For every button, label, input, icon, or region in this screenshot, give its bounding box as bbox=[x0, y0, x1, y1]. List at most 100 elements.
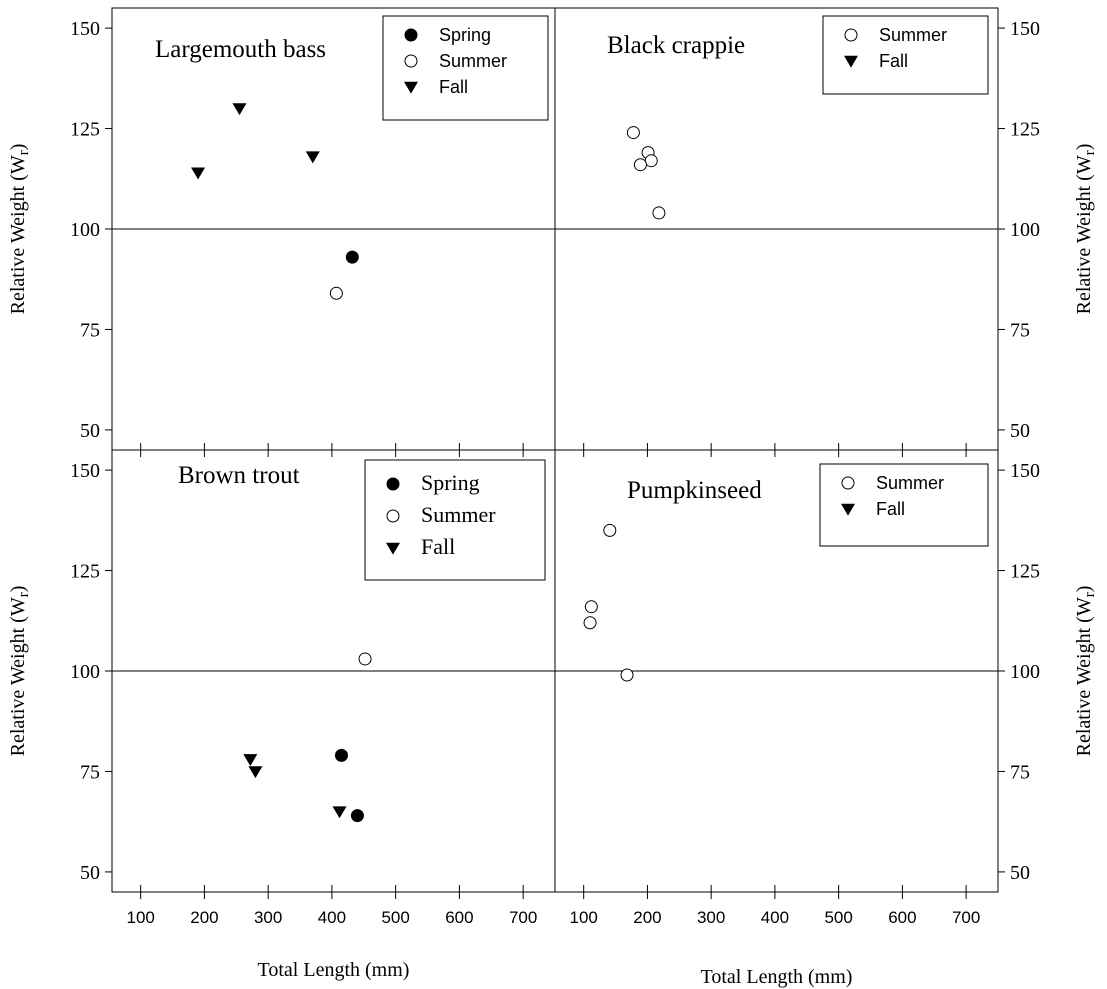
legend-marker-fall bbox=[844, 55, 858, 68]
legend-marker-summer bbox=[404, 54, 418, 68]
y-axis-label-main: Relative Weight (W bbox=[1073, 155, 1095, 314]
y-tick-label: 150 bbox=[1010, 18, 1040, 40]
legend: Spring Summer Fall bbox=[364, 459, 546, 581]
y-tick-label: 50 bbox=[1010, 862, 1030, 884]
x-axis-label: Total Length (mm) bbox=[701, 966, 853, 988]
y-axis-label-subscript: r bbox=[1082, 150, 1098, 155]
x-tick-label: 100 bbox=[569, 908, 597, 927]
panel-title: Largemouth bass bbox=[155, 36, 326, 63]
panel-bottom-left: 50 75 100 125 150 100 200 300 400 500 600 700 Total … bbox=[7, 449, 556, 981]
legend: Summer Fall bbox=[822, 15, 989, 95]
data-point-fall bbox=[332, 806, 347, 819]
legend-marker-summer bbox=[844, 28, 858, 42]
y-tick-label: 150 bbox=[70, 460, 100, 482]
y-axis-label-subscript: r bbox=[16, 592, 32, 597]
x-tick-label: 700 bbox=[509, 908, 537, 927]
legend-marker-summer bbox=[841, 476, 855, 490]
legend-label-summer: Summer bbox=[876, 473, 944, 493]
data-point-spring bbox=[350, 809, 364, 823]
y-axis-label: Relative Weight (Wr) bbox=[7, 586, 32, 757]
x-tick-label: 500 bbox=[824, 908, 852, 927]
data-point-summer bbox=[603, 523, 617, 537]
data-point-summer bbox=[652, 206, 666, 220]
y-axis-label-close: ) bbox=[7, 144, 29, 151]
y-axis-label: Relative Weight (Wr) bbox=[1073, 586, 1098, 757]
legend-label-summer: Summer bbox=[439, 51, 507, 71]
legend-marker-summer bbox=[386, 509, 400, 523]
y-tick-label: 100 bbox=[70, 219, 100, 241]
legend-label-spring: Spring bbox=[439, 25, 491, 45]
y-tick-label: 100 bbox=[70, 661, 100, 683]
x-tick-label: 200 bbox=[190, 908, 218, 927]
y-tick-label: 75 bbox=[1010, 761, 1030, 783]
x-tick-label: 500 bbox=[381, 908, 409, 927]
panel-title: Brown trout bbox=[178, 462, 300, 489]
legend-label-fall: Fall bbox=[439, 77, 468, 97]
y-axis-label-main: Relative Weight (W bbox=[1073, 597, 1095, 756]
panel-top-right: 50 75 100 125 150 Relative Weight (Wr) Black c… bbox=[554, 7, 1098, 457]
x-tick-label: 400 bbox=[761, 908, 789, 927]
data-point-summer bbox=[329, 286, 343, 300]
y-tick-label: 50 bbox=[1010, 420, 1030, 442]
data-point-summer bbox=[626, 126, 640, 140]
legend-label-fall: Fall bbox=[876, 499, 905, 519]
x-tick-label: 700 bbox=[952, 908, 980, 927]
y-tick-label: 125 bbox=[70, 561, 100, 583]
x-tick-label: 300 bbox=[254, 908, 282, 927]
x-tick-label: 600 bbox=[445, 908, 473, 927]
y-tick-label: 125 bbox=[1010, 561, 1040, 583]
data-point-fall bbox=[305, 151, 320, 164]
x-tick-label: 300 bbox=[697, 908, 725, 927]
y-tick-label: 100 bbox=[1010, 661, 1040, 683]
panel-title: Pumpkinseed bbox=[627, 477, 762, 504]
y-axis-label-main: Relative Weight (W bbox=[7, 155, 29, 314]
data-point-summer bbox=[583, 616, 597, 630]
y-axis-label: Relative Weight (Wr) bbox=[1073, 144, 1098, 315]
panel-top-left: 50 75 100 125 150 Relative Weight (Wr) Largemo… bbox=[7, 7, 556, 457]
data-point-summer bbox=[620, 668, 634, 682]
x-tick-label: 600 bbox=[888, 908, 916, 927]
data-point-fall bbox=[248, 766, 263, 779]
y-axis-label-subscript: r bbox=[1082, 592, 1098, 597]
x-axis-label: Total Length (mm) bbox=[258, 959, 410, 981]
panel-title: Black crappie bbox=[607, 32, 745, 59]
legend-label-spring: Spring bbox=[421, 470, 480, 495]
y-tick-label: 50 bbox=[80, 420, 100, 442]
x-tick-label: 200 bbox=[633, 908, 661, 927]
data-point-summer bbox=[644, 154, 658, 168]
panel-bottom-right: 50 75 100 125 150 100 200 300 400 500 600 700 Total … bbox=[554, 449, 1098, 988]
legend-marker-fall bbox=[841, 503, 855, 516]
y-tick-label: 50 bbox=[80, 862, 100, 884]
y-tick-label: 75 bbox=[80, 319, 100, 341]
y-tick-label: 150 bbox=[1010, 460, 1040, 482]
x-tick-label: 100 bbox=[126, 908, 154, 927]
y-axis-label-subscript: r bbox=[16, 150, 32, 155]
y-tick-label: 100 bbox=[1010, 219, 1040, 241]
y-tick-label: 150 bbox=[70, 18, 100, 40]
y-axis-label-close: ) bbox=[7, 586, 29, 593]
legend-marker-fall bbox=[386, 542, 400, 555]
legend: Summer Fall bbox=[819, 463, 989, 547]
legend-marker-spring bbox=[386, 477, 400, 491]
data-point-summer bbox=[358, 652, 372, 666]
legend-label-summer: Summer bbox=[879, 25, 947, 45]
y-axis-label: Relative Weight (Wr) bbox=[7, 144, 32, 315]
data-point-spring bbox=[345, 250, 359, 264]
legend-label-summer: Summer bbox=[421, 502, 496, 527]
legend-marker-fall bbox=[404, 81, 418, 94]
data-point-fall bbox=[243, 754, 258, 767]
data-point-summer bbox=[584, 600, 598, 614]
x-tick-label: 400 bbox=[318, 908, 346, 927]
y-axis-label-main: Relative Weight (W bbox=[7, 597, 29, 756]
legend: Spring Summer Fall bbox=[382, 15, 549, 121]
y-axis-label-close: ) bbox=[1073, 586, 1095, 593]
y-tick-label: 125 bbox=[1010, 119, 1040, 141]
y-tick-label: 125 bbox=[70, 119, 100, 141]
y-axis-label-close: ) bbox=[1073, 144, 1095, 151]
legend-label-fall: Fall bbox=[421, 534, 455, 559]
data-point-fall bbox=[232, 103, 247, 116]
legend-label-fall: Fall bbox=[879, 51, 908, 71]
legend-marker-spring bbox=[404, 28, 418, 42]
y-tick-label: 75 bbox=[80, 761, 100, 783]
